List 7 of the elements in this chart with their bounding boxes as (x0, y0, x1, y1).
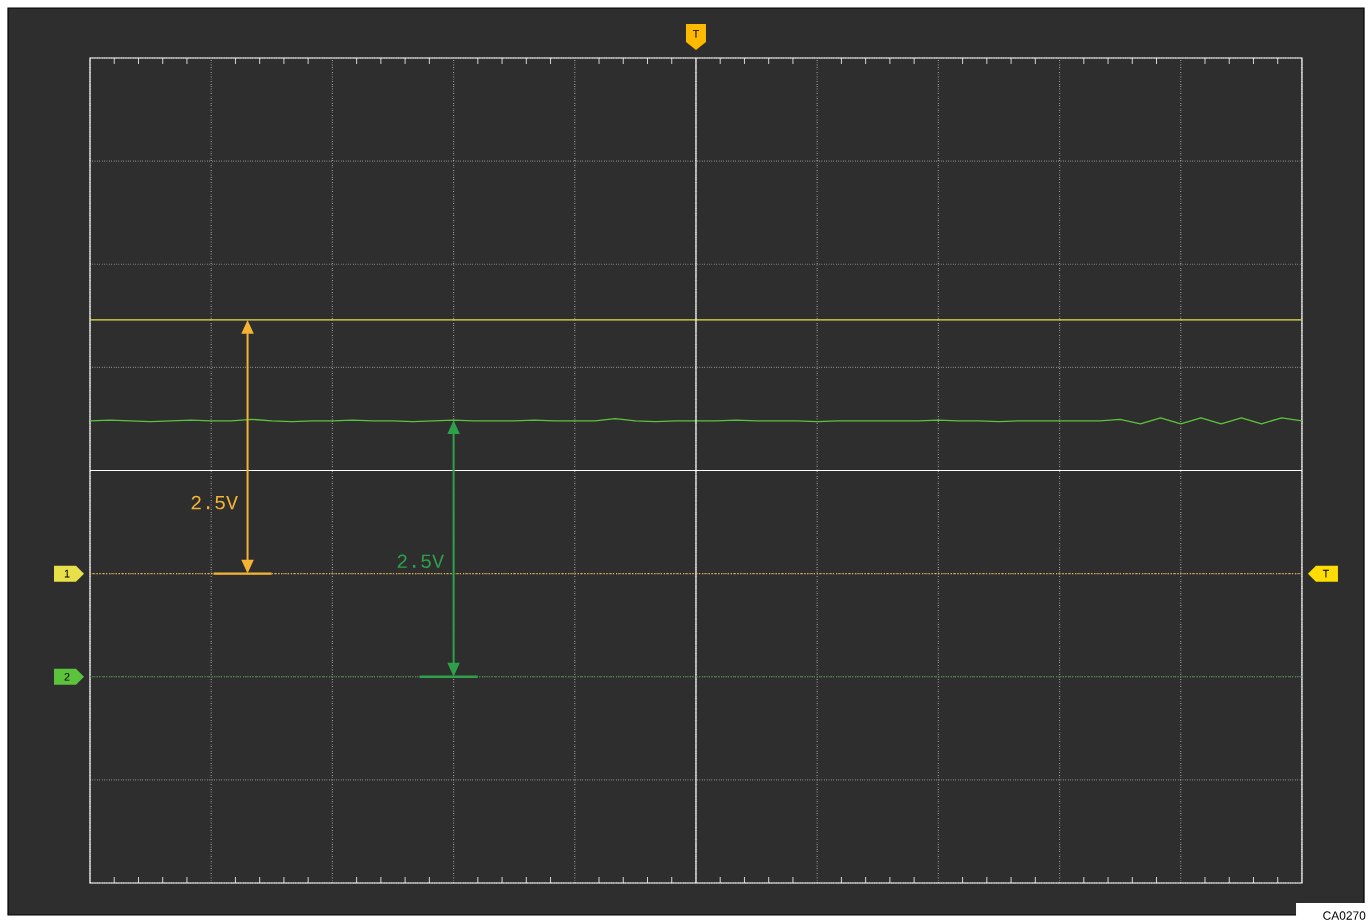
text: 1 (64, 569, 70, 578)
text: CA0270 (1323, 911, 1366, 920)
text: 2.5V (191, 495, 238, 510)
text: T (1322, 569, 1330, 578)
text: 2.5V (397, 554, 444, 568)
text: T (692, 30, 700, 38)
text: 2 (64, 672, 70, 681)
